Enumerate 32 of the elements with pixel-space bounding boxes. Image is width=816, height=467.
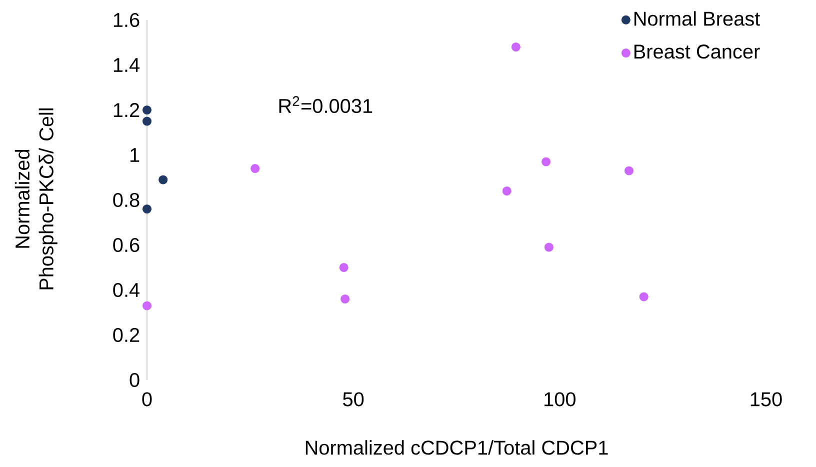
legend-label: Breast Cancer: [634, 44, 760, 59]
y-tick-label: 0: [130, 372, 140, 388]
point: [250, 164, 260, 174]
y-tick-label: 1.4: [114, 58, 140, 72]
y-tick-label: 0.8: [113, 192, 140, 208]
x-tick-label: 50: [343, 392, 364, 406]
point: [339, 262, 348, 272]
point: [142, 116, 152, 126]
point: [624, 166, 634, 176]
point: [158, 175, 168, 184]
y-axis-title: Normalized Phospho-PKCδ/ Cell: [14, 108, 58, 290]
point: [544, 242, 554, 252]
y-tick-label: 0.2: [113, 328, 140, 342]
point: [511, 42, 520, 52]
point: [542, 157, 551, 166]
y-tick-label: 0.6: [113, 238, 140, 252]
y-tick-label: 1: [130, 148, 140, 162]
y-tick-label: 1.2: [114, 103, 140, 117]
x-tick-label: 100: [544, 392, 576, 406]
point: [142, 301, 152, 310]
point: [502, 186, 512, 196]
point: [142, 204, 152, 214]
point: [142, 105, 152, 115]
x-axis-title: Normalized cCDCP1/Total CDCP1: [306, 440, 608, 455]
y-tick-label: 1.6: [114, 12, 140, 28]
annotation: R$^{2}$=0.0031: [279, 96, 372, 114]
legend-label: Normal Breast: [634, 11, 760, 26]
point: [340, 294, 350, 304]
x-tick-label: 150: [750, 392, 782, 406]
x-tick-label: 0: [142, 392, 152, 406]
point: [639, 292, 648, 302]
y-tick-label: 0.4: [113, 282, 140, 298]
